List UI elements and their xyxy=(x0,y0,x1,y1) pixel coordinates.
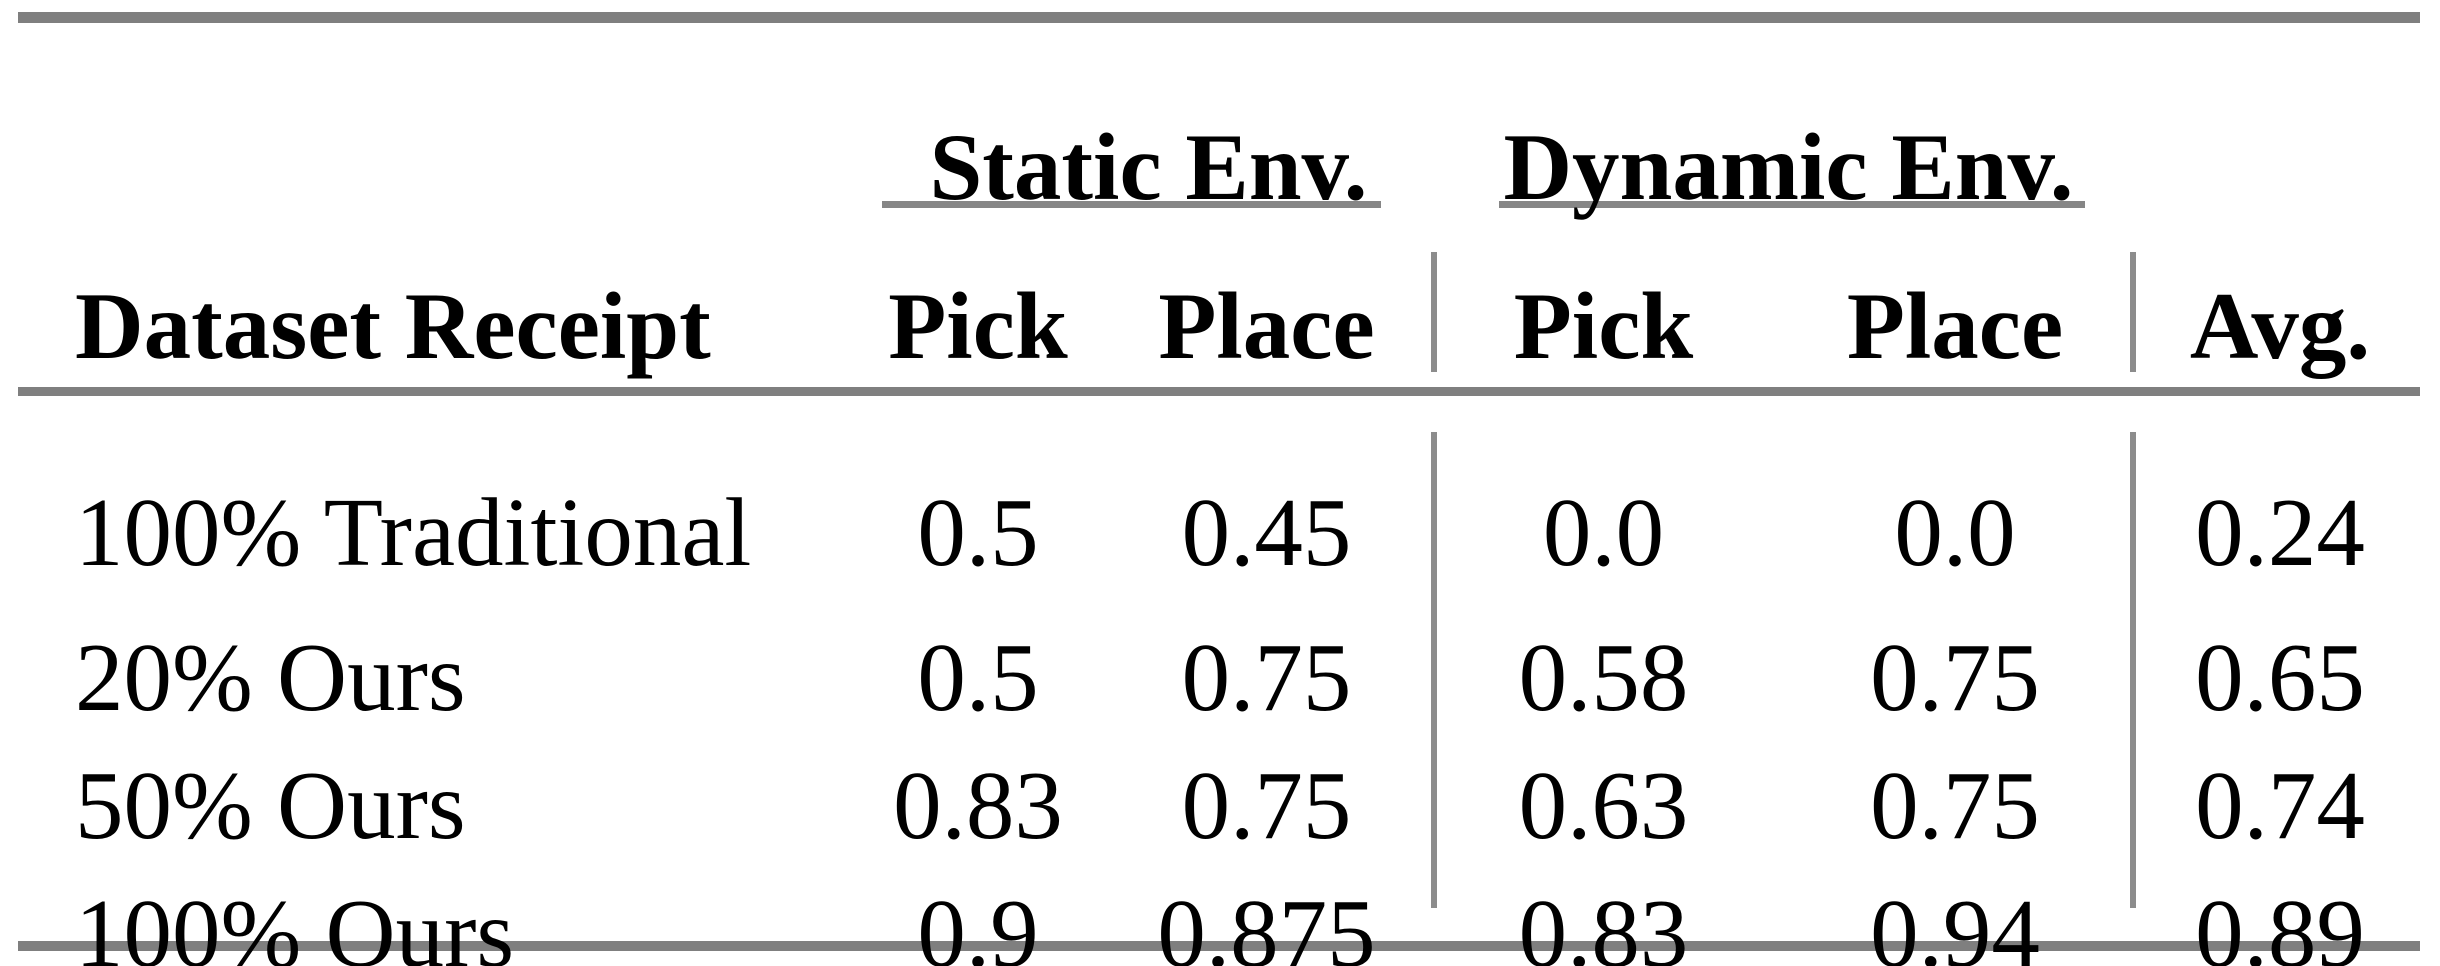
row-label: 100% Ours xyxy=(75,879,515,966)
table-row: 20% Ours 0.5 0.75 0.58 0.75 0.65 xyxy=(18,614,2420,741)
column-header-dataset-receipt: Dataset Receipt xyxy=(75,272,711,379)
cell-avg: 0.65 xyxy=(2195,624,2365,731)
table-body: 100% Traditional 0.5 0.45 0.0 0.0 0.24 2… xyxy=(18,412,2420,966)
cell-static-place: 0.75 xyxy=(1181,751,1352,859)
cell-dynamic-pick: 0.63 xyxy=(1518,751,1689,859)
column-header-avg: Avg. xyxy=(2189,272,2371,379)
column-header-dynamic-pick: Pick xyxy=(1513,272,1694,379)
results-table: Static Env. Dynamic Env. Dataset Receipt… xyxy=(18,23,2420,966)
cell-avg: 0.89 xyxy=(2195,879,2365,966)
vertical-separator-dynamic-avg xyxy=(2130,252,2136,372)
row-label: 50% Ours xyxy=(75,751,466,859)
spacer-cell xyxy=(18,23,860,240)
cell-avg: 0.74 xyxy=(2195,751,2365,859)
cell-static-place: 0.45 xyxy=(1181,478,1352,586)
table-header: Static Env. Dynamic Env. Dataset Receipt… xyxy=(18,23,2420,412)
cell-dynamic-pick: 0.83 xyxy=(1518,879,1689,966)
cell-dynamic-place: 0.0 xyxy=(1894,478,2016,586)
spacer-cell xyxy=(2140,23,2420,240)
column-header-dynamic-place: Place xyxy=(1846,272,2064,379)
cell-dynamic-place: 0.94 xyxy=(1870,879,2040,966)
column-header-static-pick: Pick xyxy=(888,272,1068,379)
vertical-separator-static-dynamic xyxy=(1431,252,1437,372)
table-row: 100% Traditional 0.5 0.45 0.0 0.0 0.24 xyxy=(18,412,2420,614)
dynamic-env-group-header: Dynamic Env. xyxy=(1503,114,2074,220)
dynamic-env-group-cell: Dynamic Env. xyxy=(1437,23,2140,240)
table-header-rule xyxy=(18,387,2420,396)
row-label: 20% Ours xyxy=(75,624,466,731)
table-bottom-rule xyxy=(18,941,2420,951)
cmidrule-dynamic-env xyxy=(1499,201,2085,208)
cell-static-pick: 0.9 xyxy=(917,879,1039,966)
cell-static-place: 0.875 xyxy=(1157,879,1376,966)
cell-static-pick: 0.83 xyxy=(893,751,1063,859)
table-row: 100% Ours 0.9 0.875 0.83 0.94 0.89 xyxy=(18,869,2420,966)
vertical-separator-dynamic-avg xyxy=(2130,432,2136,908)
column-header-static-place: Place xyxy=(1158,272,1375,379)
static-env-group-header: Static Env. xyxy=(929,114,1368,220)
table-row: 50% Ours 0.83 0.75 0.63 0.75 0.74 xyxy=(18,741,2420,869)
cell-static-place: 0.75 xyxy=(1181,624,1352,731)
cell-dynamic-place: 0.75 xyxy=(1870,624,2040,731)
vertical-separator-static-dynamic xyxy=(1431,432,1437,908)
cell-dynamic-pick: 0.58 xyxy=(1518,624,1689,731)
static-env-group-cell: Static Env. xyxy=(860,23,1437,240)
cell-dynamic-place: 0.75 xyxy=(1870,751,2040,859)
cell-dynamic-pick: 0.0 xyxy=(1542,478,1665,586)
cell-avg: 0.24 xyxy=(2195,478,2365,586)
cell-static-pick: 0.5 xyxy=(917,624,1039,731)
cell-static-pick: 0.5 xyxy=(917,478,1039,586)
column-group-row: Static Env. Dynamic Env. xyxy=(18,23,2420,240)
table-top-rule xyxy=(18,12,2420,23)
column-header-row: Dataset Receipt Pick Place Pick Place Av… xyxy=(18,240,2420,412)
cmidrule-static-env xyxy=(882,201,1381,208)
row-label: 100% Traditional xyxy=(75,478,752,586)
